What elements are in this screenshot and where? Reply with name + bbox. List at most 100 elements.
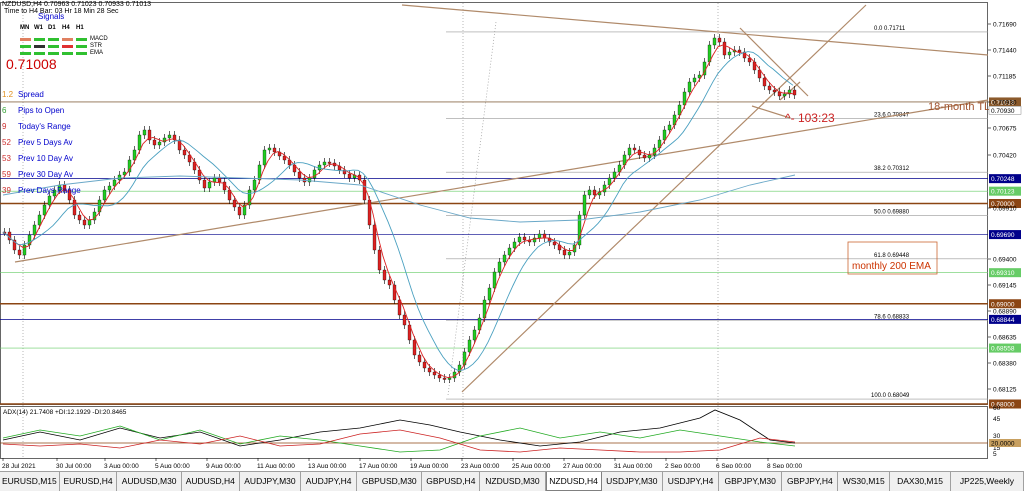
- candle-body: [12, 239, 17, 251]
- signal-bar-macd: [48, 38, 59, 41]
- candle-body: [342, 169, 347, 175]
- candle-body: [767, 85, 772, 91]
- candle-body: [607, 177, 612, 186]
- candle-body: [497, 261, 502, 273]
- level-price-tag-text: 0.69000: [991, 301, 1015, 308]
- candle-body: [207, 181, 212, 189]
- candle-body: [172, 134, 177, 141]
- candle-body: [432, 371, 437, 376]
- time-annotation: ^- 103:23: [785, 111, 835, 125]
- candle-body: [157, 141, 162, 146]
- tab-gbpusd-h4[interactable]: GBPUSD,H4: [422, 472, 481, 491]
- tab-usdjpy-m30[interactable]: USDJPY,M30: [602, 472, 664, 491]
- time-axis-tick-label: 5 Aug 00:00: [155, 463, 190, 468]
- level-price-tag-text: 0.69310: [991, 270, 1015, 277]
- level-price-tag: [989, 343, 1021, 353]
- tab-usdjpy-h4[interactable]: USDJPY,H4: [663, 472, 719, 491]
- candle-body: [462, 351, 467, 366]
- descending-trendline: [401, 4, 989, 56]
- chart-tabs: EURUSD,M15 EURUSD,H4 AUDUSD,M30 AUDUSD,H4 AU…: [0, 471, 1024, 491]
- signal-label-ema: EMA: [90, 50, 104, 56]
- candle-body: [297, 171, 302, 179]
- indicator-axis-tick-label: 45: [993, 416, 1001, 423]
- tab-eurusd-m15[interactable]: EURUSD,M15: [0, 472, 60, 491]
- signal-bar-ema: [62, 52, 73, 55]
- candle-body: [647, 154, 652, 159]
- time-axis-tick-label: 23 Aug 00:00: [461, 463, 500, 468]
- tab-dax30-m15[interactable]: DAX30,M15: [890, 472, 951, 491]
- tab-jp225-weekly[interactable]: JP225,Weekly: [951, 472, 1024, 491]
- tab-nzdusd-h4[interactable]: NZDUSD,H4: [545, 472, 602, 491]
- price-chart[interactable]: 0.0 0.7171123.6 0.7084738.2 0.7031250.0 …: [0, 0, 1024, 470]
- candle-body: [17, 249, 22, 256]
- candle-body: [37, 214, 42, 226]
- fib-level-label: 78.6 0.68833: [874, 314, 910, 320]
- candle-body: [567, 251, 572, 256]
- price-axis-tick-label: 0.70675: [993, 126, 1017, 133]
- plus-di-line: [2, 425, 796, 453]
- candle-body: [762, 77, 767, 87]
- candle-body: [327, 161, 332, 164]
- signals-title: Signals: [38, 12, 65, 21]
- candle-body: [167, 134, 172, 139]
- tab-gbpusd-m30[interactable]: GBPUSD,M30: [357, 472, 423, 491]
- ask-price-tag-text: 0.70930: [991, 108, 1015, 115]
- tab-eurusd-h4[interactable]: EURUSD,H4: [60, 472, 118, 491]
- time-axis-tick-label: 9 Aug 00:00: [206, 463, 241, 468]
- tab-audusd-m30[interactable]: AUDUSD,M30: [117, 472, 182, 491]
- time-axis-tick-label: 31 Aug 00:00: [614, 463, 653, 468]
- candle-body: [592, 189, 597, 196]
- level-price-tag-text: 0.68558: [991, 346, 1015, 353]
- candle-body: [612, 171, 617, 179]
- candle-body: [577, 214, 582, 246]
- signal-bar-str: [48, 45, 59, 48]
- candle-body: [727, 51, 732, 56]
- candle-body: [187, 154, 192, 163]
- candle-body: [217, 177, 222, 183]
- candle-body: [212, 177, 217, 183]
- time-axis-tick-label: 19 Aug 00:00: [410, 463, 449, 468]
- signal-bar-macd: [20, 38, 31, 41]
- chart-area[interactable]: 0.0 0.7171123.6 0.7084738.2 0.7031250.0 …: [0, 0, 1024, 470]
- tab-audjpy-h4[interactable]: AUDJPY,H4: [301, 472, 358, 491]
- candle-body: [442, 377, 447, 380]
- candle-body: [232, 199, 237, 208]
- level-price-tag: [989, 230, 1021, 240]
- price-axis-tick-label: 0.68635: [993, 335, 1017, 342]
- candle-body: [377, 249, 382, 271]
- candle-body: [782, 93, 787, 97]
- tab-nzdusd-m30[interactable]: NZDUSD,M30: [480, 472, 546, 491]
- info-value: 53: [2, 154, 11, 163]
- adx-value-tag: [989, 439, 1021, 447]
- time-axis-tick-label: 8 Sep 00:00: [767, 463, 802, 468]
- level-price-tag: [989, 314, 1021, 324]
- candle-body: [177, 139, 182, 151]
- candle-body: [112, 179, 117, 187]
- candle-body: [487, 287, 492, 301]
- tab-audusd-h4[interactable]: AUDUSD,H4: [182, 472, 240, 491]
- candle-body: [777, 91, 782, 97]
- candle-body: [127, 159, 132, 173]
- signal-label-str: STR: [90, 43, 102, 49]
- candle-body: [552, 241, 557, 246]
- time-axis-tick-label: 27 Aug 00:00: [563, 463, 602, 468]
- candle-body: [47, 195, 52, 206]
- eighteen-month-trendline: [14, 99, 989, 263]
- candle-body: [237, 206, 242, 216]
- candle-body: [87, 219, 92, 226]
- current-price-tag-text: 0.71013: [991, 99, 1015, 106]
- time-axis-tick-label: 30 Jul 00:00: [56, 463, 92, 468]
- ema-mid-line: [2, 51, 794, 371]
- signal-bar-macd: [76, 38, 87, 41]
- bar-timer: Time to H4 Bar: 03 Hr 18 Min 28 Sec: [4, 8, 119, 15]
- tab-gbpjpy-m30[interactable]: GBPJPY,M30: [719, 472, 783, 491]
- candle-body: [267, 147, 272, 151]
- time-axis-tick-label: 6 Sep 00:00: [716, 463, 751, 468]
- signal-bar-ema: [76, 52, 87, 55]
- tab-audjpy-m30[interactable]: AUDJPY,M30: [240, 472, 302, 491]
- tab-ws30-m15[interactable]: WS30,M15: [838, 472, 891, 491]
- candle-body: [102, 189, 107, 201]
- signal-bar-str: [34, 45, 45, 48]
- tab-gbpjpy-h4[interactable]: GBPJPY,H4: [782, 472, 839, 491]
- fib-level-label: 61.8 0.69448: [874, 253, 910, 259]
